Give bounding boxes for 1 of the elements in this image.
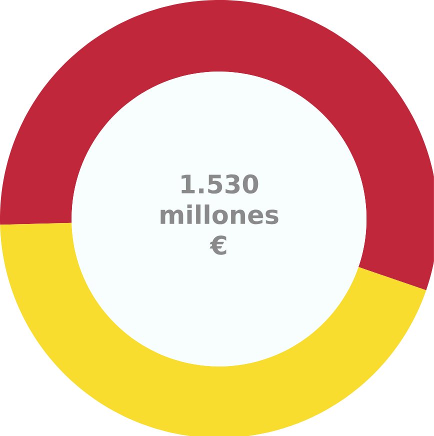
text: 1.530 millones €	[160, 174, 278, 255]
